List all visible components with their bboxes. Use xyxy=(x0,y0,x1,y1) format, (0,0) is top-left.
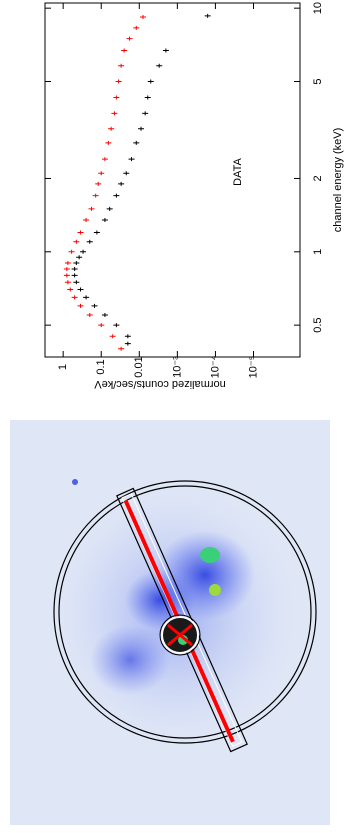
data-point xyxy=(147,79,154,84)
x-tick-label: 0.5 xyxy=(312,317,324,332)
y-tick-label: 10⁻⁴ xyxy=(209,355,221,378)
data-point xyxy=(113,95,120,100)
data-point xyxy=(109,334,116,339)
chart-title: DATA xyxy=(232,157,244,185)
data-point xyxy=(83,218,90,223)
data-point xyxy=(156,63,163,68)
data-point xyxy=(106,206,113,211)
y-axis-label: normalized counts/sec/keV xyxy=(94,378,226,390)
data-point xyxy=(115,79,122,84)
data-point xyxy=(133,25,140,30)
y-tick-label: 0.01 xyxy=(133,356,145,377)
data-point xyxy=(162,48,169,53)
data-point xyxy=(73,260,80,265)
data-point xyxy=(204,13,211,18)
data-point xyxy=(124,341,131,346)
data-point xyxy=(118,181,125,186)
y-tick-label: 1 xyxy=(57,364,69,370)
data-point xyxy=(80,249,87,254)
data-point xyxy=(92,193,99,198)
data-point xyxy=(111,111,118,116)
x-tick-label: 1 xyxy=(312,249,324,255)
data-point xyxy=(91,303,98,308)
data-point xyxy=(71,273,78,278)
data-point xyxy=(71,295,78,300)
data-point xyxy=(113,323,120,328)
data-point xyxy=(138,126,145,131)
data-point xyxy=(126,36,133,41)
data-point xyxy=(76,255,83,260)
data-point xyxy=(108,126,115,131)
data-point xyxy=(86,313,93,318)
data-point xyxy=(77,230,84,235)
x-tick-label: 10 xyxy=(312,2,324,14)
data-point xyxy=(128,157,135,162)
data-point xyxy=(98,171,105,176)
data-point xyxy=(67,287,74,292)
data-point xyxy=(93,230,100,235)
data-point xyxy=(124,334,131,339)
data-point xyxy=(123,171,130,176)
data-point xyxy=(113,193,120,198)
data-point xyxy=(83,295,90,300)
data-point xyxy=(101,157,108,162)
sky-image xyxy=(10,420,330,825)
x-axis-label: channel energy (keV) xyxy=(332,128,344,233)
data-point xyxy=(101,218,108,223)
plot-frame xyxy=(44,2,301,358)
data-point xyxy=(98,323,105,328)
data-point xyxy=(68,249,75,254)
data-point xyxy=(142,111,149,116)
data-point xyxy=(64,280,71,285)
x-tick-label: 2 xyxy=(312,175,324,181)
data-point xyxy=(86,239,93,244)
x-tick-label: 5 xyxy=(312,78,324,84)
data-point xyxy=(77,303,84,308)
data-point xyxy=(139,14,146,19)
y-tick-label: 0.1 xyxy=(95,359,107,374)
data-point xyxy=(118,63,125,68)
data-point xyxy=(77,287,84,292)
data-point xyxy=(71,266,78,271)
data-point xyxy=(121,48,128,53)
y-tick-label: 10⁻⁵ xyxy=(247,356,259,379)
data-point xyxy=(73,280,80,285)
y-tick-label: 10⁻³ xyxy=(171,356,183,378)
data-point xyxy=(118,346,125,351)
data-point xyxy=(105,140,112,145)
data-point xyxy=(95,181,102,186)
data-point xyxy=(101,313,108,318)
data-point xyxy=(73,239,80,244)
data-point xyxy=(133,140,140,145)
data-point xyxy=(64,260,71,265)
data-point xyxy=(88,206,95,211)
data-point xyxy=(63,273,70,278)
data-point xyxy=(63,266,70,271)
data-point xyxy=(144,95,151,100)
